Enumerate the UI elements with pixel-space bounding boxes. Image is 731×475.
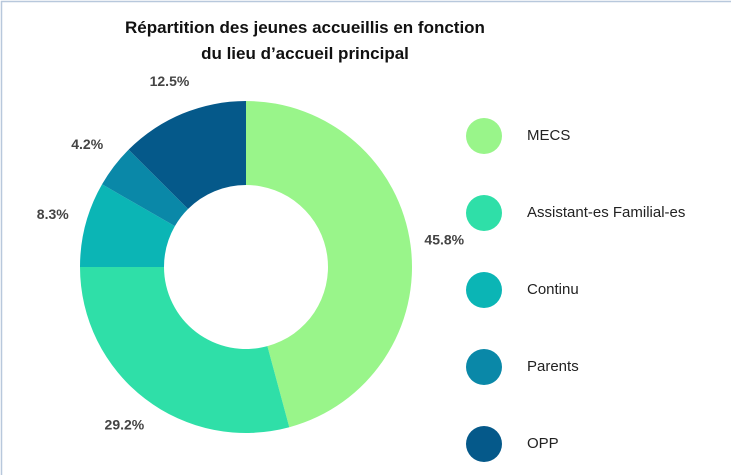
- chart-title: Répartition des jeunes accueillis en fon…: [125, 18, 485, 37]
- value-label: 29.2%: [105, 417, 145, 433]
- donut-slice: [246, 101, 412, 428]
- value-label: 45.8%: [424, 231, 464, 247]
- legend-label: Continu: [527, 281, 579, 298]
- legend-swatch: [466, 118, 502, 154]
- legend-swatch: [466, 272, 502, 308]
- legend-swatch: [466, 195, 502, 231]
- value-label: 4.2%: [71, 136, 103, 152]
- legend-label: OPP: [527, 435, 559, 452]
- donut-slice: [80, 184, 175, 267]
- legend-swatch: [466, 426, 502, 462]
- donut-slice: [80, 267, 290, 433]
- donut-slice: [102, 149, 189, 227]
- legend-swatch: [466, 349, 502, 385]
- donut-slice: [128, 101, 246, 210]
- chart-title: du lieu d’accueil principal: [201, 44, 409, 63]
- value-label: 12.5%: [150, 73, 190, 89]
- value-label: 8.3%: [37, 206, 69, 222]
- legend-label: Parents: [527, 358, 579, 375]
- legend-label: MECS: [527, 127, 570, 144]
- legend-label: Assistant-es Familial-es: [527, 204, 685, 221]
